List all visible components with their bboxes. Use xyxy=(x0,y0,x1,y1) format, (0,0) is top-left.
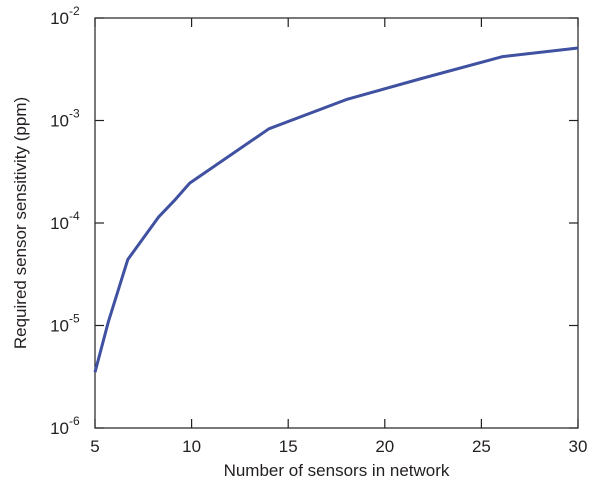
x-tick-label: 5 xyxy=(90,437,99,456)
y-tick-label-exponent: -4 xyxy=(69,209,80,223)
y-tick-label-base: 10 xyxy=(50,9,69,28)
x-axis-label: Number of sensors in network xyxy=(224,461,450,480)
y-tick-label-base: 10 xyxy=(50,112,69,131)
x-axis-ticks xyxy=(94,18,579,428)
x-tick-label: 25 xyxy=(472,437,491,456)
x-tick-label: 10 xyxy=(182,437,201,456)
y-tick-label: 10 -5 xyxy=(50,312,80,336)
y-tick-label-exponent: -2 xyxy=(69,4,80,18)
y-tick-label: 10 -3 xyxy=(50,107,80,131)
x-tick-label: 15 xyxy=(279,437,298,456)
x-tick-label: 20 xyxy=(375,437,394,456)
y-tick-label-base: 10 xyxy=(50,419,69,438)
y-axis-tick-labels: 10-610-510-410-310-2 xyxy=(50,4,80,438)
y-tick-label-base: 10 xyxy=(50,214,69,233)
y-tick-label-exponent: -5 xyxy=(69,312,80,326)
y-axis-label: Required sensor sensitivity (ppm) xyxy=(11,97,30,349)
data-series-line xyxy=(93,46,579,373)
y-tick-label: 10 -4 xyxy=(50,209,80,233)
y-tick-label-base: 10 xyxy=(50,317,69,336)
plot-frame xyxy=(94,17,579,429)
x-axis-tick-labels: 5 10 15 20 25 30 xyxy=(90,437,587,456)
y-axis-ticks xyxy=(95,17,578,429)
y-tick-label: 10 -2 xyxy=(50,4,80,28)
plot-area xyxy=(93,17,579,429)
y-tick-label: 10 -6 xyxy=(50,414,80,438)
y-tick-label-exponent: -6 xyxy=(69,414,80,428)
x-tick-label: 30 xyxy=(569,437,588,456)
y-tick-label-exponent: -3 xyxy=(69,107,80,121)
